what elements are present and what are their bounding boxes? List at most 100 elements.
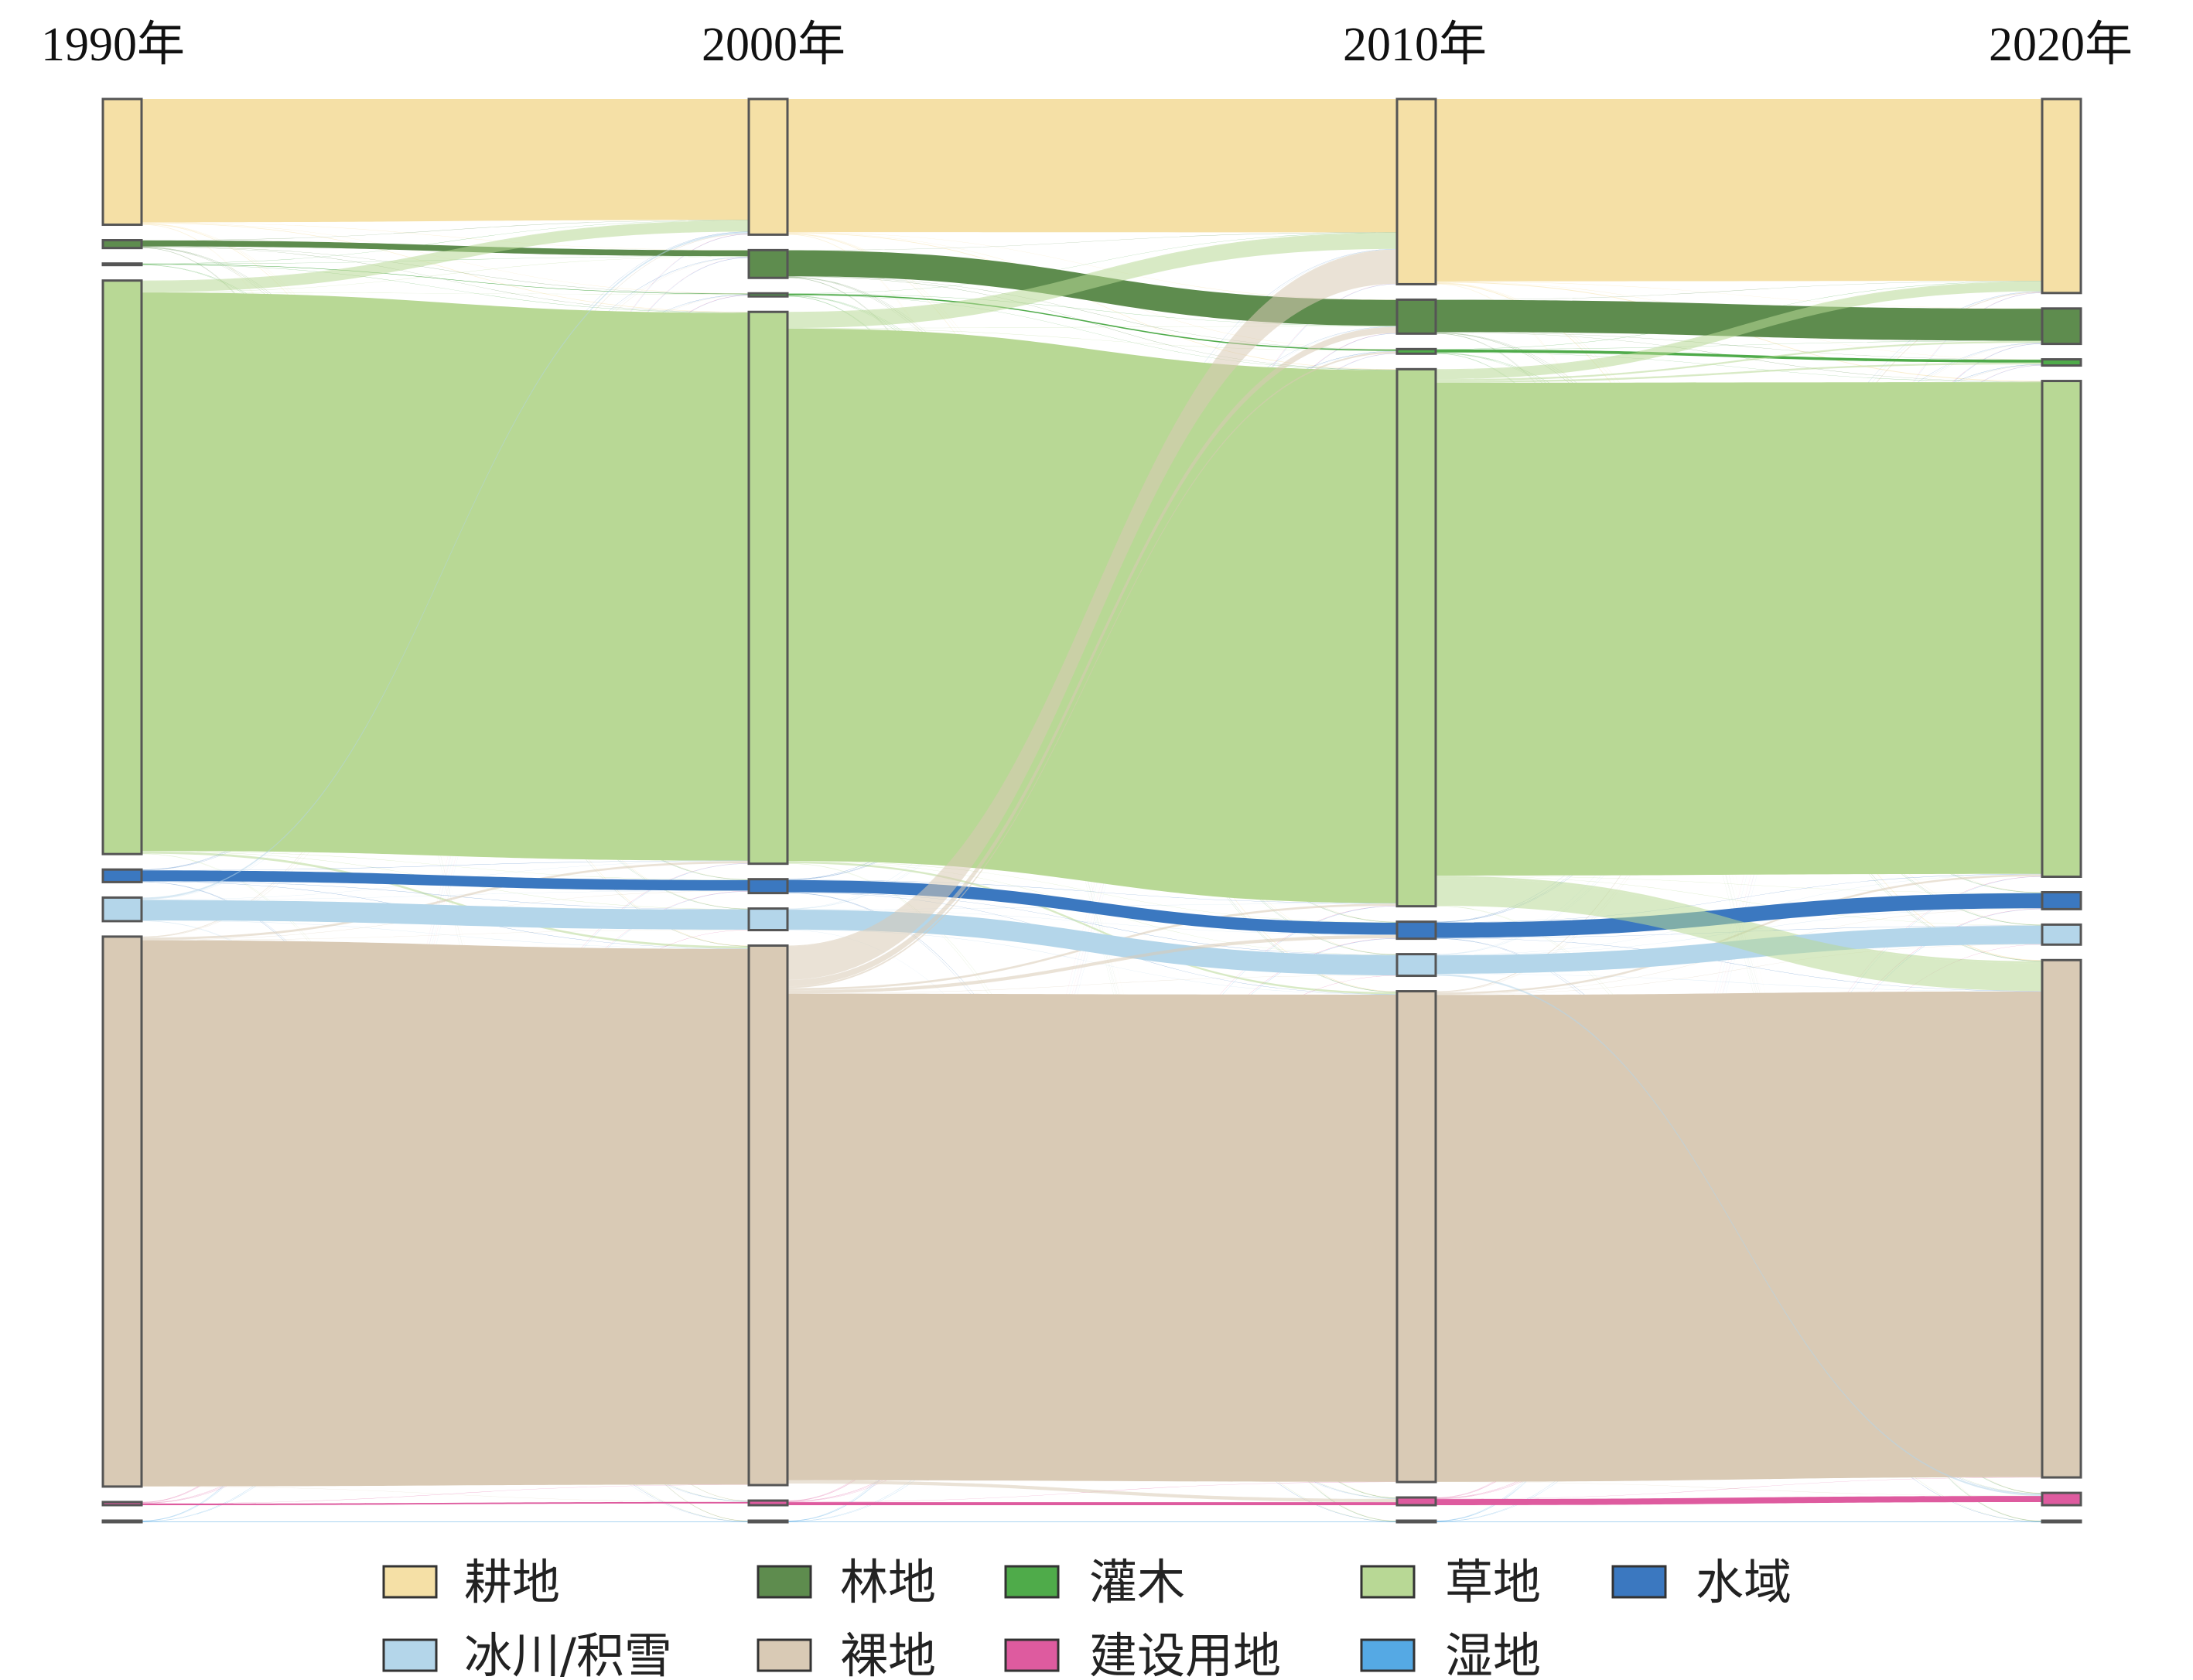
node-shrub-stage0	[101, 262, 143, 267]
legend-label-cropland: 耕地	[464, 1554, 560, 1610]
node-wetland-stage1	[747, 1519, 789, 1524]
legend-swatch-glacier	[382, 1638, 438, 1672]
flow-cropland-to-grassland-stage0	[142, 222, 749, 312]
flow-forest-to-shrub-stage2	[1436, 332, 2042, 360]
flow-cropland-to-builtup-stage0	[142, 224, 749, 1501]
flow-shrub-to-grassland-stage2	[1436, 352, 2042, 383]
node-forest-stage1	[747, 248, 789, 279]
flow-wetland-to-cropland-stage2	[1436, 292, 2042, 1521]
flow-shrub-to-cropland-stage0	[142, 220, 749, 264]
flow-cropland-to-grassland-stage1	[787, 232, 1397, 370]
flow-grassland-to-grassland-stage2	[1436, 382, 2042, 876]
node-grassland-stage0	[101, 279, 143, 855]
flow-forest-to-shrub-stage1	[787, 276, 1397, 350]
flow-grassland-to-shrub-stage0	[142, 292, 749, 295]
node-shrub-stage3	[2041, 358, 2082, 367]
flow-grassland-to-shrub-stage1	[787, 328, 1397, 351]
legend-label-grassland: 草地	[1445, 1554, 1541, 1610]
node-forest-stage2	[1395, 298, 1437, 335]
legend-label-water: 水域	[1696, 1554, 1792, 1610]
node-cropland-stage1	[747, 97, 789, 236]
flow-shrub-to-grassland-stage1	[787, 295, 1397, 370]
flow-glacier-to-builtup-stage2	[1436, 974, 2042, 1496]
legend-swatch-water	[1611, 1565, 1667, 1599]
node-grassland-stage3	[2041, 380, 2082, 878]
flow-forest-to-forest-stage0	[142, 240, 749, 257]
flow-barren-to-barren-stage1	[787, 993, 1397, 1482]
flow-glacier-to-barren-stage2	[1436, 973, 2042, 992]
flow-barren-to-barren-stage0	[142, 940, 749, 1487]
flow-cropland-to-forest-stage0	[142, 222, 749, 251]
flow-builtup-to-cropland-stage1	[787, 283, 1397, 1501]
nodes-layer	[101, 97, 2082, 1524]
flow-water-to-grassland-stage0	[142, 860, 749, 871]
flow-glacier-to-water-stage1	[787, 909, 1397, 935]
flow-builtup-to-cropland-stage0	[142, 234, 749, 1503]
flow-forest-to-grassland-stage0	[142, 246, 749, 313]
legend-label-glacier: 冰川/积雪	[464, 1627, 672, 1680]
flow-water-to-glacier-stage1	[787, 892, 1397, 956]
node-shrub-stage2	[1395, 347, 1437, 355]
flow-builtup-to-shrub-stage0	[142, 295, 749, 1503]
node-cropland-stage0	[101, 97, 143, 227]
flow-grassland-to-forest-stage1	[787, 326, 1397, 329]
legend-label-shrub: 灌木	[1089, 1554, 1185, 1610]
flow-barren-to-glacier-stage1	[787, 975, 1397, 994]
flow-cropland-to-builtup-stage2	[1436, 283, 2042, 1494]
flow-forest-to-grassland-stage1	[787, 276, 1397, 370]
flow-builtup-to-builtup-stage2	[1436, 1496, 2042, 1506]
flow-builtup-to-barren-stage2	[1436, 1477, 2042, 1500]
legend-label-forest: 林地	[840, 1554, 936, 1610]
flow-shrub-to-shrub-stage2	[1436, 349, 2042, 363]
flow-glacier-to-barren-stage0	[142, 920, 749, 949]
flow-grassland-to-barren-stage1	[787, 861, 1397, 995]
flow-builtup-to-barren-stage0	[142, 1484, 749, 1504]
flow-water-to-water-stage2	[1436, 893, 2042, 938]
flow-forest-to-shrub-stage0	[142, 246, 749, 294]
flow-grassland-to-cropland-stage1	[787, 232, 1397, 313]
node-glacier-stage3	[2041, 923, 2082, 946]
flow-barren-to-shrub-stage1	[787, 351, 1397, 989]
node-barren-stage0	[101, 935, 143, 1488]
stage-label-1990: 1990年	[41, 19, 185, 71]
flows-layer	[142, 99, 2042, 1522]
node-builtup-stage2	[1395, 1496, 1437, 1507]
flow-wetland-to-forest-stage0	[142, 258, 749, 1521]
flow-grassland-to-water-stage2	[1436, 875, 2042, 893]
node-barren-stage3	[2041, 958, 2082, 1479]
flow-cropland-to-cropland-stage0	[142, 99, 749, 223]
flow-barren-to-cropland-stage1	[787, 250, 1397, 980]
node-barren-stage1	[747, 944, 789, 1487]
flow-glacier-to-glacier-stage1	[787, 910, 1397, 975]
flow-grassland-to-grassland-stage0	[142, 292, 749, 861]
flow-water-to-barren-stage2	[1436, 937, 2042, 992]
legend-swatch-forest	[757, 1565, 812, 1599]
flow-grassland-to-cropland-stage2	[1436, 282, 2042, 380]
flow-forest-to-forest-stage2	[1436, 299, 2042, 341]
legend-swatch-barren	[757, 1638, 812, 1672]
flow-glacier-to-glacier-stage2	[1436, 925, 2042, 974]
legend-label-barren: 裸地	[840, 1627, 936, 1680]
flow-grassland-to-forest-stage2	[1436, 340, 2042, 380]
flow-grassland-to-forest-stage0	[142, 256, 749, 292]
flow-barren-to-barren-stage2	[1436, 991, 2042, 1482]
stage-label-2020: 2020年	[1989, 19, 2133, 71]
flow-barren-to-builtup-stage2	[1436, 1481, 2042, 1497]
node-shrub-stage1	[747, 292, 789, 298]
flow-wetland-to-forest-stage1	[787, 333, 1397, 1521]
node-forest-stage3	[2041, 307, 2082, 346]
flow-builtup-to-forest-stage1	[787, 333, 1397, 1501]
flow-wetland-to-wetland-stage0	[142, 1521, 749, 1522]
node-water-stage3	[2041, 890, 2082, 910]
node-grassland-stage1	[747, 310, 789, 866]
flow-grassland-to-shrub-stage2	[1436, 362, 2042, 381]
node-builtup-stage0	[101, 1501, 143, 1507]
node-cropland-stage2	[1395, 97, 1437, 285]
node-grassland-stage2	[1395, 367, 1437, 908]
flow-glacier-to-cropland-stage0	[142, 232, 749, 900]
flow-barren-to-builtup-stage1	[787, 1480, 1397, 1503]
flow-forest-to-builtup-stage1	[787, 277, 1397, 1498]
flow-forest-to-builtup-stage0	[142, 248, 749, 1501]
flow-water-to-grassland-stage1	[787, 879, 1397, 903]
